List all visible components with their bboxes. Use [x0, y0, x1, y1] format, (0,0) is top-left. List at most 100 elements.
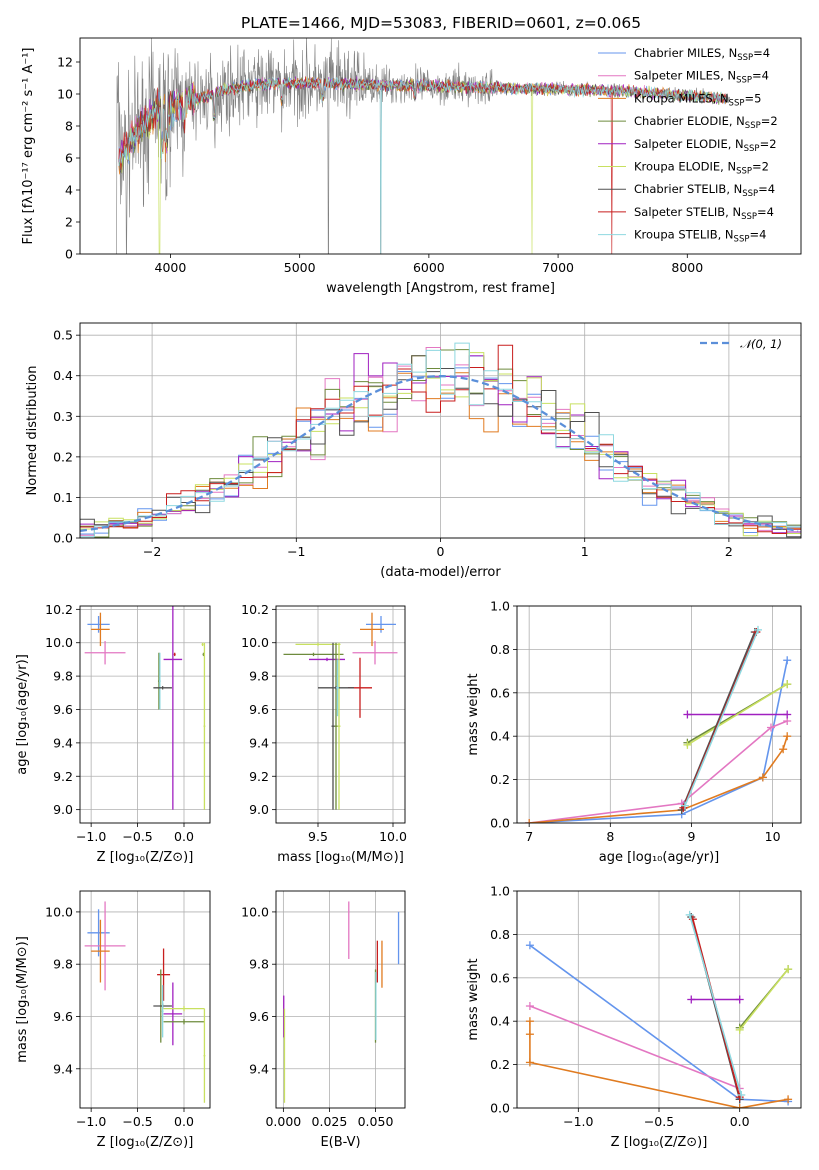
y-tick-label: 9.6	[249, 702, 269, 717]
legend-name: Salpeter ELODIE, N	[634, 137, 744, 151]
y-tick-label: 9.4	[249, 1061, 269, 1076]
weight-marker-salpeter_miles	[525, 1002, 534, 1011]
errorbar-point-kroupa_stelib	[161, 985, 164, 1038]
plot-area	[283, 612, 398, 810]
weight-marker-salpeter_elodie	[683, 710, 692, 719]
x-tick-label: −0.5	[644, 1114, 674, 1129]
y-tick-label: 9.6	[249, 1009, 269, 1024]
legend-name: Kroupa MILES, N	[634, 91, 729, 105]
x-tick-label: 9	[687, 829, 695, 844]
errorbar-point-kroupa_elodie	[163, 1006, 205, 1012]
weight-marker-kroupa_stelib	[753, 625, 762, 634]
y-tick-label: 9.8	[249, 669, 269, 684]
legend-name: Kroupa ELODIE, N	[634, 160, 736, 174]
y-tick-label: 10.2	[45, 602, 73, 617]
errorbar-point-chabrier_elodie	[163, 1019, 205, 1025]
weight-line-salpeter_miles	[529, 1005, 740, 1090]
legend-entry: Chabrier MILES, NSSP=4	[634, 46, 770, 63]
x-tick-label: 2	[725, 544, 733, 559]
weight-marker-kroupa_stelib	[680, 801, 689, 810]
model-spectrum-kroupa_stelib	[118, 76, 727, 254]
y-tick-label: 0.4	[53, 368, 73, 383]
y-tick-label: 4	[65, 183, 73, 198]
weight-line-kroupa_elodie	[686, 683, 788, 746]
weight-line-chabrier_miles	[529, 660, 788, 823]
x-axis-label: (data-model)/error	[380, 565, 501, 580]
errorbar-point-salpeter_miles	[84, 901, 126, 991]
y-tick-label: 10.0	[241, 904, 269, 919]
y-tick-label: 10.0	[241, 635, 269, 650]
errorbar-point-chabrier_miles	[87, 909, 110, 957]
y-tick-label: 9.8	[249, 957, 269, 972]
axes-spectrum: 4000 5000 6000 7000 8000 0 2 4 6 8 10 12 Chabrier MI…	[21, 37, 802, 296]
axes-frame	[516, 605, 802, 824]
weight-line-kroupa_stelib	[688, 914, 743, 1096]
y-tick-label: 0.2	[490, 1057, 510, 1072]
weight-marker-kroupa_miles	[758, 773, 767, 782]
weight-marker-kroupa_elodie	[783, 680, 792, 689]
y-tick-label: 0.2	[490, 772, 510, 787]
chart-title: PLATE=1466, MJD=53083, FIBERID=0601, z=0…	[241, 14, 641, 32]
y-tick-label: 0.3	[53, 409, 73, 424]
axes-mass_vs_ebv: 0.000 0.025 0.050 9.4 9.6 9.8 10.0 E(B-V)	[241, 890, 406, 1150]
x-tick-label: −1.0	[76, 829, 106, 844]
axes-frame	[79, 322, 802, 539]
weight-line-kroupa_elodie	[739, 968, 789, 1031]
y-tick-label: 0.0	[490, 816, 510, 831]
grid	[276, 606, 405, 823]
errorbar-point-kroupa_miles	[91, 612, 110, 647]
legend-entry: Chabrier ELODIE, NSSP=2	[634, 114, 778, 131]
weight-line-kroupa_stelib	[684, 629, 759, 806]
legend-name: Chabrier ELODIE, N	[634, 114, 745, 128]
y-axis-label: Flux [fλ10⁻¹⁷ erg cm⁻² s⁻¹ A⁻¹]	[21, 48, 36, 245]
y-axis-label: mass [log₁₀(M/M⊙)]	[15, 936, 30, 1063]
plot-area	[84, 606, 206, 810]
weight-marker-kroupa_miles	[735, 1104, 744, 1108]
x-tick-label: 1	[581, 544, 589, 559]
legend-n: =2	[760, 137, 777, 151]
errorbar-point-kroupa_elodie	[203, 642, 206, 810]
x-tick-label: 9.5	[308, 829, 328, 844]
legend-n: =4	[758, 182, 775, 196]
errorbar-point-chabrier_miles	[366, 616, 396, 633]
y-tick-label: 9.8	[53, 957, 73, 972]
y-tick-label: 0.6	[490, 685, 510, 700]
legend-sub: SSP	[736, 76, 752, 86]
y-tick-label: 9.6	[53, 702, 73, 717]
weight-marker-kroupa_elodie	[784, 965, 793, 974]
plot-area	[525, 625, 792, 823]
y-axis-label: Normed distribution	[25, 366, 40, 496]
errorbar-point-chabrier_elodie	[334, 642, 338, 810]
x-tick-label: 6000	[413, 260, 445, 275]
legend-name: Salpeter STELIB, N	[634, 205, 741, 219]
legend-name: Salpeter MILES, N	[634, 69, 736, 83]
y-tick-label: 0.0	[53, 531, 73, 546]
y-tick-label: 0	[65, 247, 73, 262]
axes-mass_vs_Z: −1.0 −0.5 0.0 9.4 9.6 9.8 10.0 Z [log₁₀(Z/Z⊙)] m…	[15, 890, 211, 1150]
legend-sub: SSP	[734, 235, 750, 245]
x-tick-label: 10	[765, 829, 781, 844]
y-tick-label: 9.6	[53, 1009, 73, 1024]
plot-area	[80, 342, 801, 538]
y-tick-label: 1.0	[490, 884, 510, 899]
y-tick-label: 10.0	[45, 904, 73, 919]
x-tick-label: 7	[525, 829, 533, 844]
y-tick-label: 8	[65, 119, 73, 134]
grid	[517, 890, 801, 1109]
y-tick-label: 9.4	[53, 1061, 73, 1076]
plot-area	[283, 901, 400, 1103]
axes-weight_vs_Z: −1.0 −0.5 0.0 0.0 0.2 0.4 0.6 0.8 1.0 Z [log₁₀(Z/…	[466, 884, 802, 1150]
legend-entry: Kroupa MILES, NSSP=5	[634, 91, 761, 108]
legend-n: =4	[753, 46, 770, 60]
errorbar-point-salpeter_stelib	[173, 652, 176, 657]
y-tick-label: 0.2	[53, 449, 73, 464]
legend: 𝒩(0, 1)	[700, 337, 782, 351]
legend-sub: SSP	[737, 53, 753, 63]
y-tick-label: 6	[65, 151, 73, 166]
y-tick-label: 9.4	[249, 735, 269, 750]
y-tick-label: 0.1	[53, 490, 73, 505]
y-tick-label: 9.0	[249, 802, 269, 817]
errorbar-point-salpeter_elodie	[163, 982, 183, 1046]
errorbar-point-salpeter_stelib	[157, 948, 171, 1001]
